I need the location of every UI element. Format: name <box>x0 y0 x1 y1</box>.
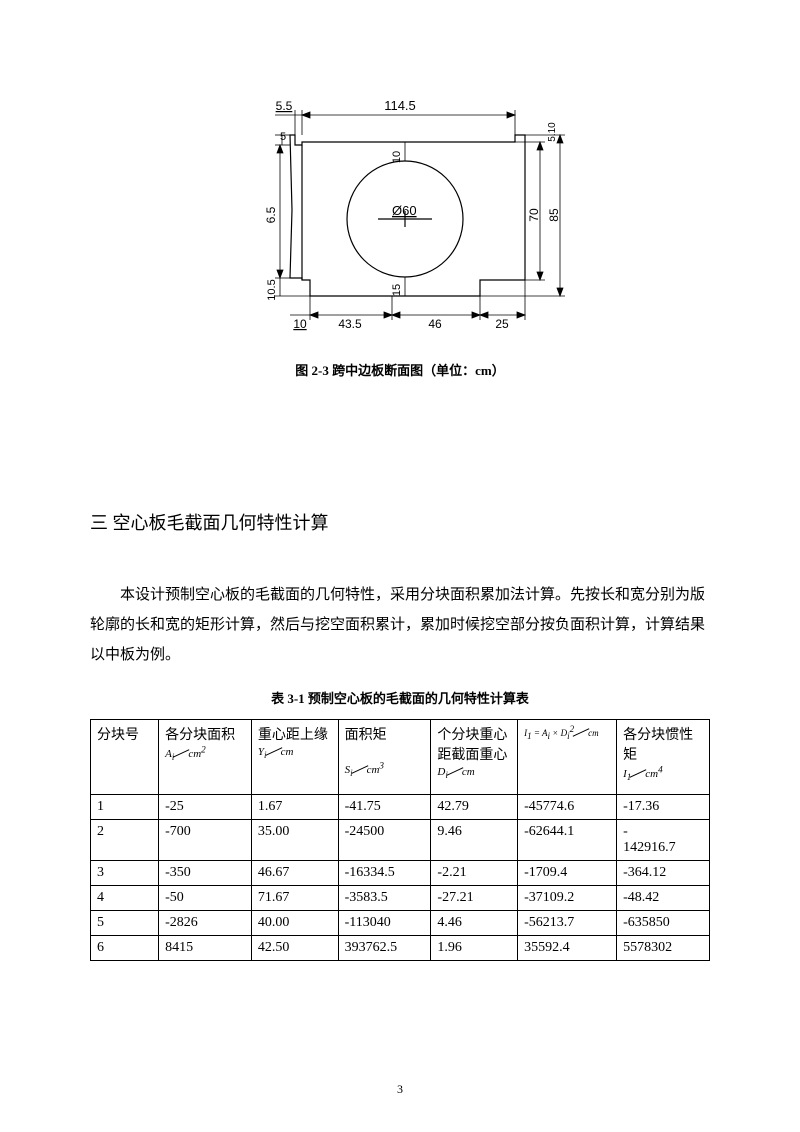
table-cell: 1.67 <box>251 795 338 820</box>
table-header-row: 分块号 各分块面积 Aicm2 重心距上缘 Yicm 面积矩 Sicm3 个分块… <box>91 720 710 795</box>
table-row: 6841542.50393762.51.9635592.45578302 <box>91 936 710 961</box>
table-row: 5-282640.00-1130404.46-56213.7-635850 <box>91 911 710 936</box>
table-cell: 40.00 <box>251 911 338 936</box>
table-cell: 8415 <box>159 936 252 961</box>
table-cell: -635850 <box>617 911 710 936</box>
table-cell: 1 <box>91 795 159 820</box>
dim-right-full: 85 <box>547 208 561 222</box>
dim-left-height: 6.5 <box>264 206 278 223</box>
dim-circle: Ø60 <box>392 203 417 218</box>
dim-notch-left: 5.5 <box>276 99 293 113</box>
table-cell: -50 <box>159 886 252 911</box>
page-number: 3 <box>0 1082 800 1097</box>
table-cell: -2.21 <box>431 861 518 886</box>
col-header-3: 重心距上缘 Yicm <box>251 720 338 795</box>
table-cell: 5 <box>91 911 159 936</box>
dim-notch-height: 5 <box>280 131 286 143</box>
section-title: 三 空心板毛截面几何特性计算 <box>90 509 710 535</box>
cross-section-diagram: 114.5 5.5 5 6.5 10.5 10 43.5 <box>220 80 580 350</box>
table-cell: 35592.4 <box>518 936 617 961</box>
table-cell: 42.50 <box>251 936 338 961</box>
table-cell: -16334.5 <box>338 861 431 886</box>
col-header-2: 各分块面积 Aicm2 <box>159 720 252 795</box>
table-cell: -24500 <box>338 820 431 861</box>
table-cell: 46.67 <box>251 861 338 886</box>
dim-circ-bot: 15 <box>391 284 403 296</box>
table-cell: 42.79 <box>431 795 518 820</box>
dim-circ-top: 10 <box>391 151 403 163</box>
table-cell: -1709.4 <box>518 861 617 886</box>
table-cell: - 142916.7 <box>617 820 710 861</box>
table-row: 1-25 1.67-41.7542.79-45774.6-17.36 <box>91 795 710 820</box>
diagram-svg: 114.5 5.5 5 6.5 10.5 10 43.5 <box>220 80 580 350</box>
table-cell: 4.46 <box>431 911 518 936</box>
table-cell: -48.42 <box>617 886 710 911</box>
table-cell: -364.12 <box>617 861 710 886</box>
diagram-caption: 图 2-3 跨中边板断面图（单位：cm） <box>90 360 710 379</box>
table-row: 4-5071.67-3583.5-27.21-37109.2-48.42 <box>91 886 710 911</box>
table-cell: -27.21 <box>431 886 518 911</box>
table-cell: -17.36 <box>617 795 710 820</box>
dim-bot-right: 25 <box>495 317 509 331</box>
table-cell: 2 <box>91 820 159 861</box>
table-cell: 4 <box>91 886 159 911</box>
table-cell: -2826 <box>159 911 252 936</box>
table-cell: 35.00 <box>251 820 338 861</box>
table-cell: -25 <box>159 795 252 820</box>
table-cell: -37109.2 <box>518 886 617 911</box>
dim-right-inner: 70 <box>527 208 541 222</box>
dim-bot-seg2: 46 <box>428 317 442 331</box>
dim-right-top: 5.10 <box>547 122 558 142</box>
dim-bot-seg1: 43.5 <box>338 317 362 331</box>
col-header-6: I1 = Ai × Di2cm <box>518 720 617 795</box>
table-cell: -56213.7 <box>518 911 617 936</box>
table-cell: -113040 <box>338 911 431 936</box>
table-cell: -3583.5 <box>338 886 431 911</box>
table-cell: 5578302 <box>617 936 710 961</box>
col-header-7: 各分块惯性矩 I1cm4 <box>617 720 710 795</box>
col-header-5: 个分块重心距截面重心 Dicm <box>431 720 518 795</box>
table-row: 2-70035.00-245009.46-62644.1- 142916.7 <box>91 820 710 861</box>
table-cell: 9.46 <box>431 820 518 861</box>
dim-left-bottom: 10.5 <box>266 279 278 300</box>
col-header-1: 分块号 <box>91 720 159 795</box>
table-cell: 71.67 <box>251 886 338 911</box>
table-cell: -62644.1 <box>518 820 617 861</box>
table-cell: -700 <box>159 820 252 861</box>
table-caption: 表 3-1 预制空心板的毛截面的几何特性计算表 <box>90 688 710 707</box>
table-cell: 1.96 <box>431 936 518 961</box>
table-cell: 3 <box>91 861 159 886</box>
table-cell: 6 <box>91 936 159 961</box>
properties-table: 分块号 各分块面积 Aicm2 重心距上缘 Yicm 面积矩 Sicm3 个分块… <box>90 719 710 961</box>
table-cell: -350 <box>159 861 252 886</box>
table-cell: -45774.6 <box>518 795 617 820</box>
dim-bot-offset: 10 <box>293 317 307 331</box>
dim-top-width: 114.5 <box>384 98 416 113</box>
col-header-4: 面积矩 Sicm3 <box>338 720 431 795</box>
paragraph-body: 本设计预制空心板的毛截面的几何特性，采用分块面积累加法计算。先按长和宽分别为版轮… <box>90 580 710 670</box>
table-cell: 393762.5 <box>338 936 431 961</box>
table-row: 3-35046.67-16334.5-2.21-1709.4-364.12 <box>91 861 710 886</box>
table-cell: -41.75 <box>338 795 431 820</box>
